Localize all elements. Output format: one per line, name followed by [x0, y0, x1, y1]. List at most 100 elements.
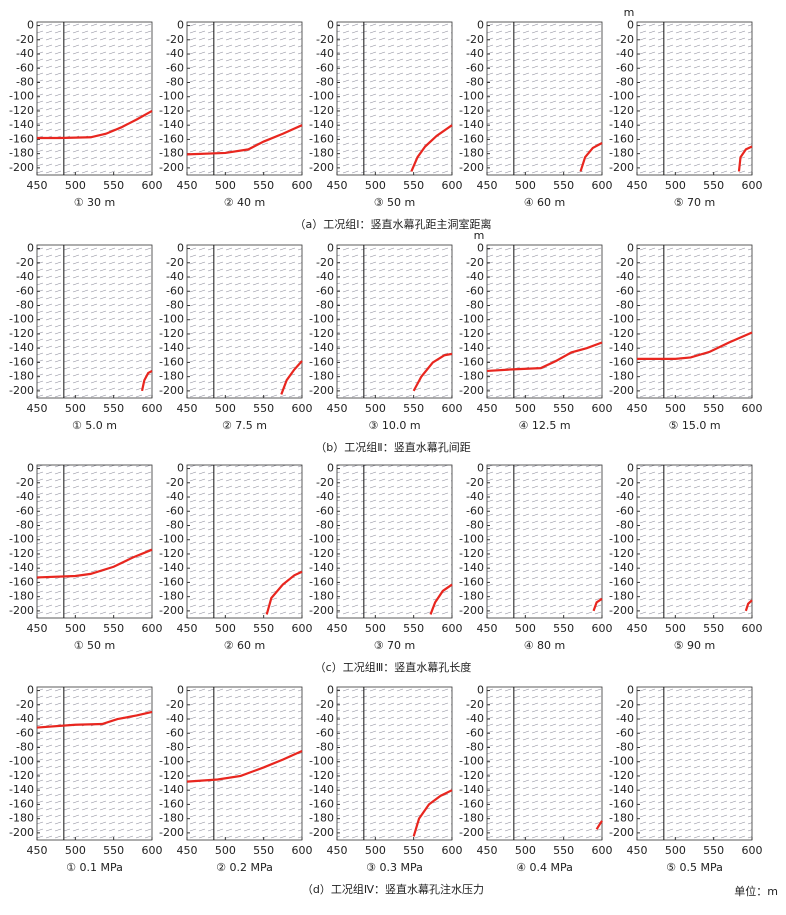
y-tick-label: 0: [627, 242, 634, 255]
panel-subtitle: ① 50 m: [74, 639, 116, 652]
y-tick-label: -20: [166, 698, 184, 711]
plot-frame: [636, 686, 753, 841]
panel-subtitle: ④ 0.4 MPa: [516, 861, 573, 874]
x-tick-label: 500: [365, 402, 386, 415]
y-tick-label: -20: [16, 256, 34, 269]
y-tick-label: -180: [9, 812, 34, 825]
y-tick-label: -200: [159, 826, 184, 839]
x-tick-label: 600: [292, 622, 313, 635]
y-tick-label: -200: [459, 161, 484, 174]
y-tick-label: 0: [477, 19, 484, 32]
y-tick-label: -80: [316, 518, 334, 531]
x-tick-label: 550: [703, 179, 724, 192]
x-tick-label: 500: [515, 402, 536, 415]
y-tick-label: -180: [609, 590, 634, 603]
y-tick-label: -120: [459, 547, 484, 560]
y-tick-label: -60: [166, 726, 184, 739]
y-tick-label: 0: [27, 19, 34, 32]
x-tick-label: 550: [403, 402, 424, 415]
y-tick-label: -20: [466, 256, 484, 269]
y-tick-label: -60: [16, 726, 34, 739]
y-tick-label: -180: [309, 147, 334, 160]
x-tick-label: 450: [327, 622, 348, 635]
seepage-line: [410, 124, 453, 172]
y-tick-label: -100: [9, 90, 34, 103]
y-tick-label: -200: [309, 384, 334, 397]
panel-subtitle: ③ 50 m: [374, 196, 416, 209]
y-tick-label: -60: [316, 284, 334, 297]
y-tick-label: -80: [466, 298, 484, 311]
panel-subtitle: ⑤ 90 m: [674, 639, 716, 652]
plot-frame: [36, 21, 153, 176]
y-tick-label: -120: [609, 104, 634, 117]
group-caption: （c）工况组Ⅲ：竖直水幕孔长度: [315, 660, 472, 674]
y-tick-label: -140: [159, 783, 184, 796]
x-tick-label: 500: [215, 844, 236, 857]
x-tick-label: 450: [27, 844, 48, 857]
y-tick-label: -60: [166, 61, 184, 74]
y-tick-label: 0: [27, 242, 34, 255]
y-tick-label: -80: [616, 740, 634, 753]
y-tick-label: -200: [9, 604, 34, 617]
x-tick-label: 450: [627, 622, 648, 635]
y-tick-label: -80: [316, 740, 334, 753]
x-tick-label: 500: [365, 844, 386, 857]
y-tick-label: -40: [616, 712, 634, 725]
panel: 0-20-40-60-80 -100-120-140-160 -180-200 450…: [309, 684, 462, 874]
y-tick-label: -100: [459, 755, 484, 768]
x-tick-label: 600: [442, 402, 463, 415]
y-tick-label: -140: [159, 561, 184, 574]
y-tick-label: -140: [309, 341, 334, 354]
y-tick-label: -20: [616, 476, 634, 489]
x-tick-label: 450: [177, 179, 198, 192]
panel-subtitle: ④ 60 m: [524, 196, 566, 209]
y-tick-label: -140: [459, 783, 484, 796]
x-tick-label: 550: [703, 622, 724, 635]
y-tick-label: 0: [477, 462, 484, 475]
y-tick-label: -100: [309, 90, 334, 103]
x-tick-label: 600: [142, 844, 163, 857]
y-tick-label: -140: [609, 341, 634, 354]
y-tick-label: -140: [309, 561, 334, 574]
y-tick-label: -60: [16, 284, 34, 297]
x-tick-label: 600: [292, 179, 313, 192]
y-tick-label: -40: [166, 712, 184, 725]
x-tick-label: 600: [292, 844, 313, 857]
y-tick-label: -80: [16, 518, 34, 531]
y-tick-label: -120: [459, 769, 484, 782]
y-tick-label: -80: [166, 518, 184, 531]
x-tick-label: 450: [177, 402, 198, 415]
x-tick-label: 500: [365, 179, 386, 192]
y-tick-label: -100: [609, 90, 634, 103]
y-tick-label: -140: [9, 341, 34, 354]
y-tick-label: -200: [159, 384, 184, 397]
x-tick-label: 450: [627, 402, 648, 415]
y-tick-label: -80: [166, 75, 184, 88]
y-tick-label: -40: [16, 490, 34, 503]
panel: 0-20-40-60-80 -100-120-140-160 -180-200 450…: [159, 462, 312, 652]
x-tick-label: 500: [365, 622, 386, 635]
y-tick-label: -160: [309, 575, 334, 588]
y-tick-label: -100: [9, 533, 34, 546]
y-tick-label: -120: [309, 769, 334, 782]
x-tick-label: 500: [65, 179, 86, 192]
plot-frame: [336, 21, 453, 176]
y-tick-label: -180: [9, 590, 34, 603]
panel-subtitle: ② 7.5 m: [222, 419, 267, 432]
panel-subtitle: ③ 70 m: [374, 639, 416, 652]
y-tick-label: -120: [309, 327, 334, 340]
seepage-line: [412, 789, 453, 837]
y-tick-label: -200: [9, 384, 34, 397]
x-tick-label: 600: [142, 179, 163, 192]
x-tick-label: 600: [742, 179, 763, 192]
y-tick-label: -140: [9, 118, 34, 131]
x-tick-label: 450: [327, 179, 348, 192]
y-tick-label: -120: [159, 104, 184, 117]
y-tick-label: -40: [316, 490, 334, 503]
y-tick-label: -180: [609, 370, 634, 383]
x-tick-label: 600: [742, 402, 763, 415]
x-tick-label: 600: [142, 402, 163, 415]
y-tick-label: -100: [159, 90, 184, 103]
x-tick-label: 600: [142, 622, 163, 635]
